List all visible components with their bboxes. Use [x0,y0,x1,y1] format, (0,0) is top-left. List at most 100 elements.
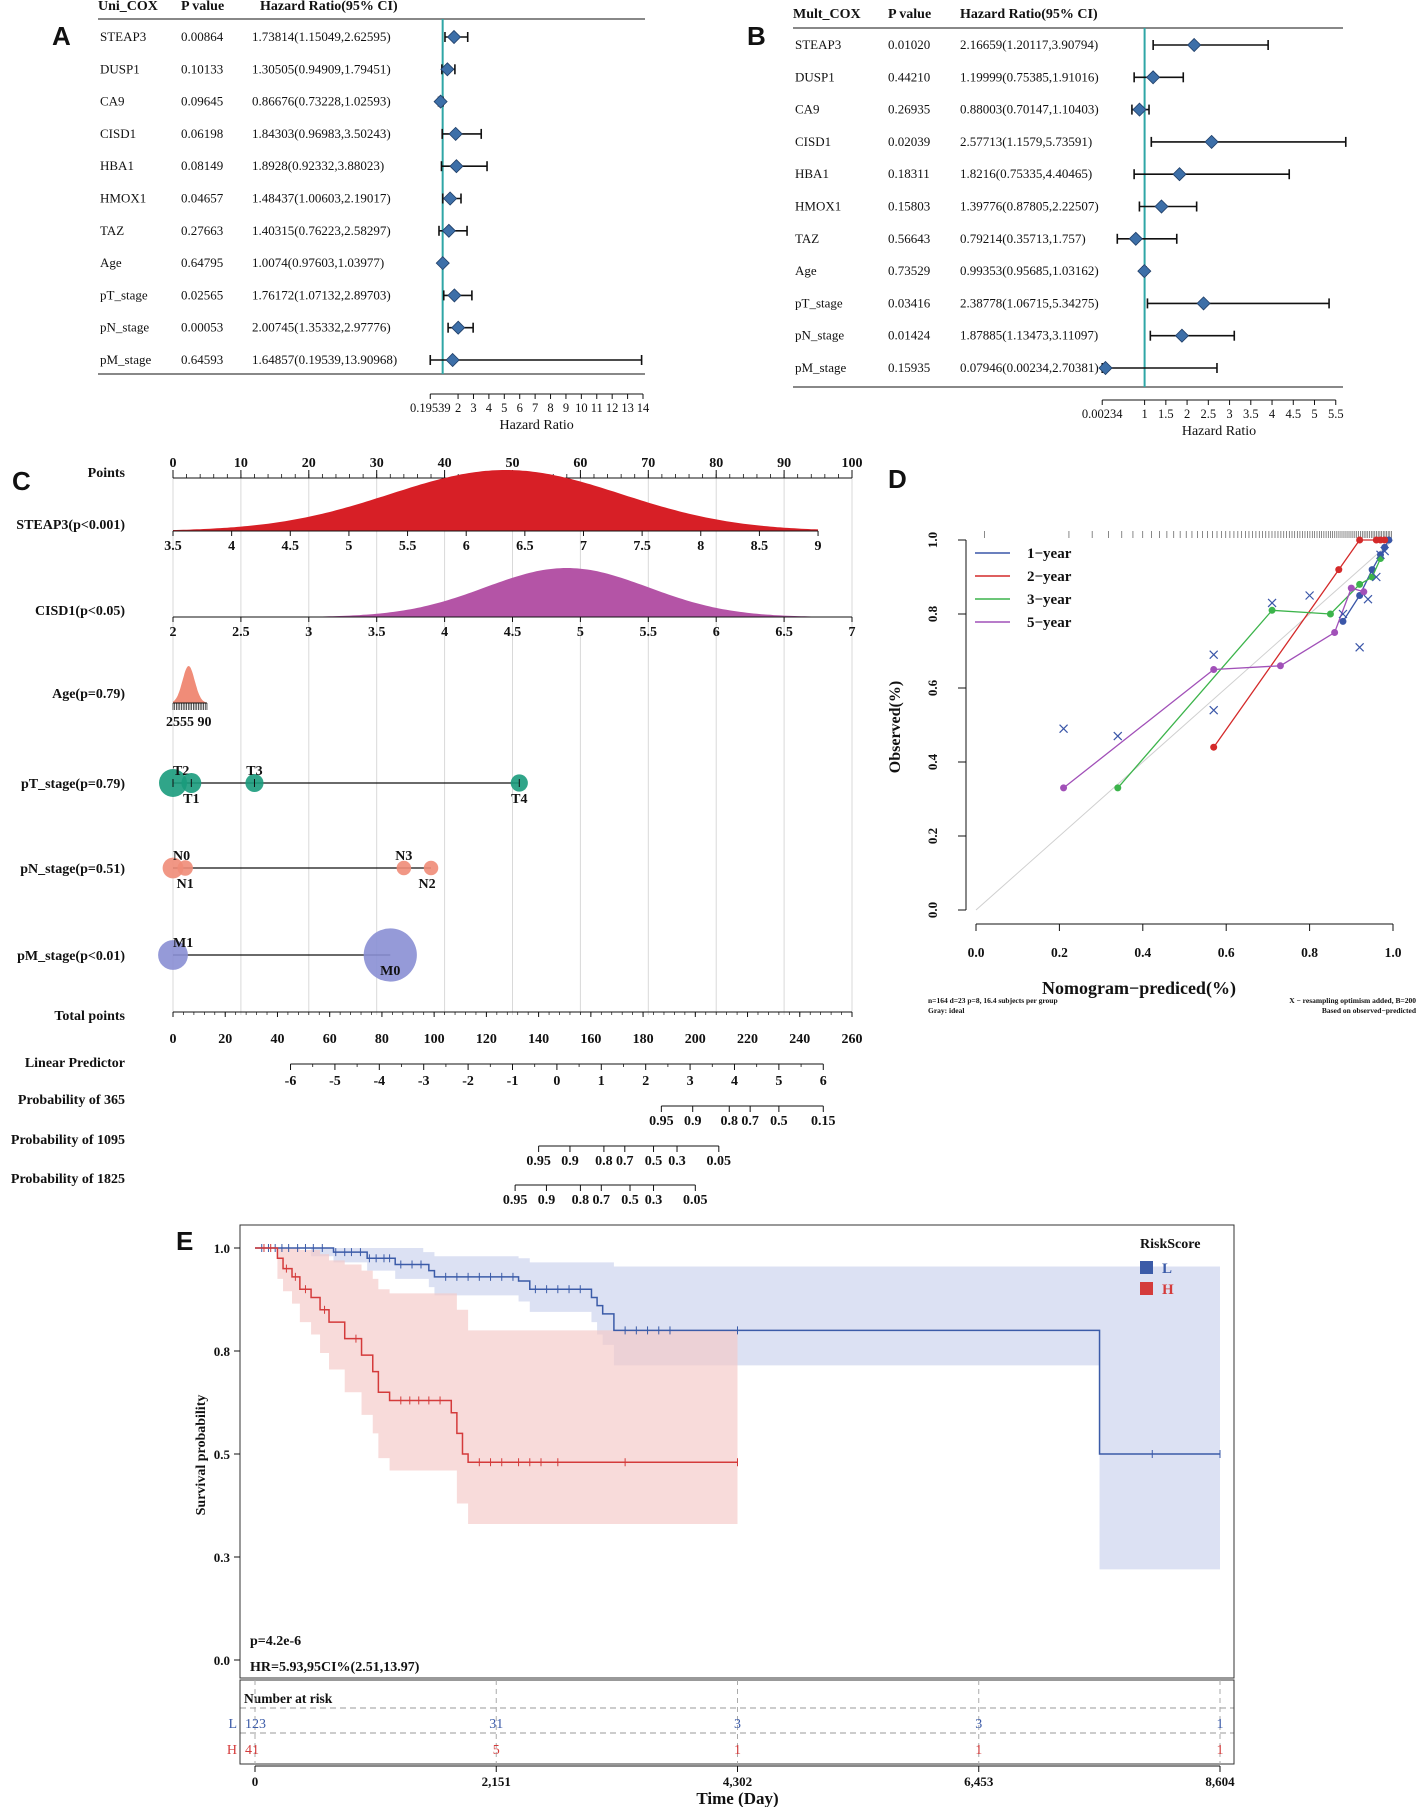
calibration-series-point [1381,536,1389,544]
calibration-x-tick-label: 0.2 [1051,945,1068,960]
calibration-series [1114,555,1384,792]
forest-point-marker [1172,167,1187,182]
km-risk-count: 1 [975,1743,982,1758]
nomogram-linear-predictor-tick-label: 1 [598,1074,605,1089]
forest-row-name: Age [795,263,817,278]
nomogram-total-points-tick-label: 240 [789,1032,810,1047]
km-y-tick-label: 1.0 [214,1241,230,1256]
nomogram-points-tick-label: 10 [234,456,248,471]
calibration-series-line [1063,587,1364,789]
km-y-tick-label: 0.3 [214,1550,231,1565]
forest-row: HBA1 0.18311 1.8216(0.75335,4.40465) [795,166,1291,182]
forest-row-hr-text: 1.76172(1.07132,2.89703) [252,287,391,302]
nomogram-variable-tick-label: 3.5 [164,539,182,554]
forest-x-tick-label: 1 [1141,407,1147,421]
nomogram-total-points-tick-label: 160 [580,1032,601,1047]
nomogram-total-points-tick-label: 180 [633,1032,654,1047]
calibration-series-point [1060,784,1068,792]
calibration-y-tick-label: 0.6 [925,679,940,696]
km-y-tick-label: 0.5 [214,1447,231,1462]
nomogram-probability-tick-label: 0.05 [683,1193,708,1208]
nomogram-probability-tick-label: 0.15 [811,1114,836,1129]
calibration-x-tick-label: 0.0 [968,945,985,960]
forest-row: CA9 0.09645 0.86676(0.73228,1.02593) [100,94,448,109]
calibration-series-point [1368,566,1376,574]
km-confidence-band [255,1248,738,1525]
km-series [255,1244,738,1467]
nomogram-variable-tick-label: 8.5 [751,539,769,554]
forest-row: CISD1 0.02039 2.57713(1.1579,5.73591) [795,134,1347,149]
calibration-ideal-line [975,539,1394,911]
nomogram-variable-label: pM_stage(p<0.01) [17,949,125,964]
forest-row-hr-text: 2.16659(1.20117,3.90794) [960,37,1098,52]
forest-point-marker [1146,70,1161,85]
forest-row: DUSP1 0.44210 1.19999(0.75385,1.91016) [795,69,1185,85]
nomogram-probability-tick-label: 0.9 [561,1154,579,1169]
nomogram-level-label: M1 [173,936,193,951]
nomogram-probability-tick-label: 0.9 [684,1114,702,1129]
forest-row-pvalue: 0.73529 [888,263,930,278]
nomogram-linear-predictor-tick-label: -3 [418,1074,430,1089]
forest-row-name: CISD1 [795,134,831,149]
forest-point-marker [1098,360,1113,376]
km-legend-swatch [1140,1261,1153,1274]
forest-x-tick-label: 5 [501,401,507,415]
forest-row-pvalue: 0.06198 [181,126,223,141]
nomogram-level-label: N0 [173,849,190,864]
nomogram-total-points-tick-label: 40 [270,1032,284,1047]
calibration-series [1210,536,1389,751]
nomogram-linear-predictor-tick-label: 4 [731,1074,738,1089]
forest-x-axis-title: Hazard Ratio [1182,424,1256,439]
nomogram-variable-tick-label: 7.5 [633,539,651,554]
nomogram-variable: pN_stage(p=0.51) N0 N1 N3 N2 [20,849,439,892]
calibration-cross-mark [1267,598,1277,608]
forest-point-marker [451,320,466,335]
forest-row-name: CA9 [795,102,820,117]
calibration-cross-mark [1371,572,1381,582]
forest-row-hr-text: 2.00745(1.35332,2.97776) [252,320,391,335]
calibration-panel: 0.0 0.2 0.4 0.6 0.8 1.0 0.0 0.2 0.4 0.6 0.8 1.0 Nomo… [887,531,1417,1015]
km-y-tick-label: 0.8 [214,1344,231,1359]
forest-row-hr-text: 1.84303(0.96983,3.50243) [252,126,391,141]
forest-row-pvalue: 0.27663 [181,223,223,238]
forest-row-pvalue: 0.00864 [181,29,224,44]
forest-row-pvalue: 0.18311 [888,166,930,181]
nomogram-variable: Age(p=0.79) 2555 90 [52,666,212,730]
nomogram-points-tick-label: 60 [573,456,587,471]
forest-row: pM_stage 0.15935 0.07946(0.00234,2.70381) [795,360,1218,376]
km-y-axis-title: Survival probability [194,1395,209,1516]
forest-x-tick-label: 4 [486,401,493,415]
nomogram-variable-tick-label: 5.5 [399,539,417,554]
forest-row-name: pN_stage [100,320,149,335]
nomogram-linear-predictor-tick-label: 5 [775,1074,782,1089]
nomogram-linear-predictor-tick-label: -1 [507,1074,519,1089]
forest-row: pN_stage 0.00053 2.00745(1.35332,2.97776) [100,320,474,335]
calibration-note: Gray: ideal [928,1006,964,1015]
km-risk-count: 3 [734,1717,741,1732]
calibration-y-axis-title: Observed(%) [887,681,904,773]
forest-row: STEAP3 0.01020 2.16659(1.20117,3.90794) [795,37,1269,53]
forest-x-tick-label: 5 [1311,407,1317,421]
forest-row-hr-text: 2.57713(1.1579,5.73591) [960,134,1092,149]
km-legend-swatch [1140,1282,1153,1295]
calibration-series-point [1347,584,1355,592]
nomogram-variable-tick-label: 3 [305,625,312,640]
calibration-cross-mark [1113,731,1123,741]
nomogram-variable-tick-label: 6 [713,625,720,640]
nomogram-variable-tick-label: 9 [815,539,822,554]
nomogram-level-marker [396,860,412,876]
km-risk-count: 1 [1217,1717,1224,1732]
forest-x-tick-label: 3 [470,401,476,415]
calibration-series-point [1376,555,1384,562]
forest-x-tick-label: 7 [532,401,538,415]
calibration-cross-mark [1305,591,1315,600]
forest-row-hr-text: 2.38778(1.06715,5.34275) [960,295,1099,310]
km-hazard-ratio: HR=5.93,95CI%(2.51,13.97) [250,1660,420,1675]
calibration-series-point [1339,617,1347,625]
km-risk-row-label: H [227,1743,237,1758]
forest-row: pN_stage 0.01424 1.87885(1.13473,3.11097) [795,328,1236,343]
forest-row-hr-text: 1.48437(1.00603,2.19017) [252,191,391,206]
nomogram-points-tick-label: 100 [842,456,863,471]
nomogram-linear-predictor-tick-label: -5 [329,1074,341,1089]
forest-x-tick-label: 6 [517,401,523,415]
